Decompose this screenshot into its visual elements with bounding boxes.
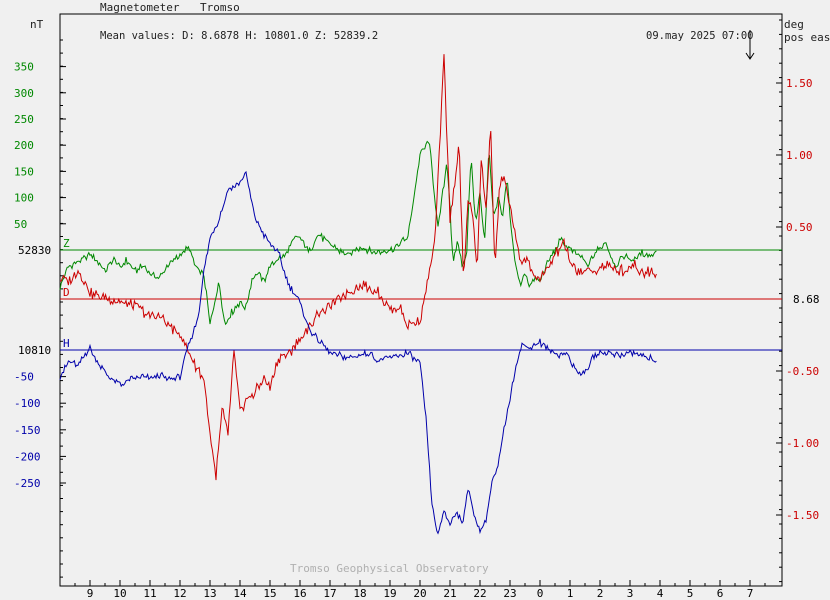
d-tick-label: -1.00 bbox=[786, 437, 819, 450]
x-tick-label: 3 bbox=[627, 587, 634, 600]
baselines: Z H D bbox=[60, 237, 782, 351]
x-tick-label: 14 bbox=[233, 587, 247, 600]
plot-frame bbox=[59, 13, 783, 587]
x-tick-label: 17 bbox=[323, 587, 336, 600]
x-tick-label: 21 bbox=[443, 587, 456, 600]
z-baseline-value: 52830 bbox=[18, 244, 51, 257]
station-label: Tromso bbox=[200, 1, 240, 14]
right-unit-label-1: deg bbox=[784, 18, 804, 31]
x-tick-label: 2 bbox=[597, 587, 604, 600]
x-tick-label: 18 bbox=[353, 587, 366, 600]
series-h-line bbox=[59, 170, 657, 535]
z-baseline-label: Z bbox=[63, 237, 70, 250]
h-tick-label: -250 bbox=[14, 477, 41, 490]
d-baseline-label: D bbox=[63, 286, 70, 299]
left-axis-ticks: 350 300 250 200 150 100 50 -50 -100 -150 -200 -250 5… bbox=[14, 39, 66, 578]
h-tick-label: -150 bbox=[14, 424, 41, 437]
x-tick-label: 6 bbox=[717, 587, 724, 600]
x-tick-label: 20 bbox=[413, 587, 426, 600]
mean-values-label: Mean values: D: 8.6878 H: 10801.0 Z: 528… bbox=[100, 30, 378, 42]
series-lines bbox=[59, 54, 657, 535]
x-tick-label: 12 bbox=[173, 587, 186, 600]
timestamp-label: 09.may 2025 07:00 bbox=[646, 30, 753, 42]
arrow-down-icon bbox=[745, 30, 755, 60]
x-tick-label: 10 bbox=[113, 587, 126, 600]
z-tick-label: 300 bbox=[14, 87, 34, 100]
x-tick-label: 9 bbox=[87, 587, 94, 600]
right-axis-ticks: 1.50 1.00 0.50 -0.50 -1.00 -1.50 8.68 bbox=[776, 19, 820, 583]
z-tick-label: 350 bbox=[14, 61, 34, 74]
left-unit-label: nT bbox=[30, 18, 44, 31]
x-tick-label: 11 bbox=[143, 587, 156, 600]
x-tick-label: 16 bbox=[293, 587, 306, 600]
h-tick-label: -50 bbox=[14, 371, 34, 384]
x-tick-label: 19 bbox=[383, 587, 396, 600]
x-tick-label: 13 bbox=[203, 587, 216, 600]
x-tick-label: 1 bbox=[567, 587, 574, 600]
x-tick-label: 5 bbox=[687, 587, 694, 600]
d-tick-label: -0.50 bbox=[786, 365, 819, 378]
right-unit-label-2: pos east bbox=[784, 31, 830, 44]
h-baseline-value: 10810 bbox=[18, 344, 51, 357]
instrument-label: Magnetometer bbox=[100, 1, 180, 14]
x-tick-label: 4 bbox=[657, 587, 664, 600]
series-z-line bbox=[59, 140, 657, 326]
x-tick-label: 22 bbox=[473, 587, 486, 600]
d-tick-label: 1.50 bbox=[786, 77, 813, 90]
d-tick-label: 1.00 bbox=[786, 149, 813, 162]
z-tick-label: 100 bbox=[14, 192, 34, 205]
x-tick-label: 23 bbox=[503, 587, 516, 600]
x-tick-label: 0 bbox=[537, 587, 544, 600]
x-tick-label: 7 bbox=[747, 587, 754, 600]
series-d-line bbox=[59, 54, 657, 481]
z-tick-label: 250 bbox=[14, 113, 34, 126]
z-tick-label: 50 bbox=[14, 218, 27, 231]
h-tick-label: -200 bbox=[14, 450, 41, 463]
d-tick-label: -1.50 bbox=[786, 509, 819, 522]
d-baseline-value: 8.68 bbox=[793, 293, 820, 306]
d-tick-label: 0.50 bbox=[786, 221, 813, 234]
bottom-axis-ticks: 9 10 11 12 13 14 15 16 17 18 19 20 21 22 23 0 1 2 3 4 5 6 7 bbox=[59, 580, 766, 600]
z-tick-label: 200 bbox=[14, 139, 34, 152]
h-baseline-label: H bbox=[63, 337, 70, 350]
h-tick-label: -100 bbox=[14, 397, 41, 410]
z-tick-label: 150 bbox=[14, 165, 34, 178]
watermark-label: Tromso Geophysical Observatory bbox=[290, 562, 489, 575]
x-tick-label: 15 bbox=[263, 587, 276, 600]
